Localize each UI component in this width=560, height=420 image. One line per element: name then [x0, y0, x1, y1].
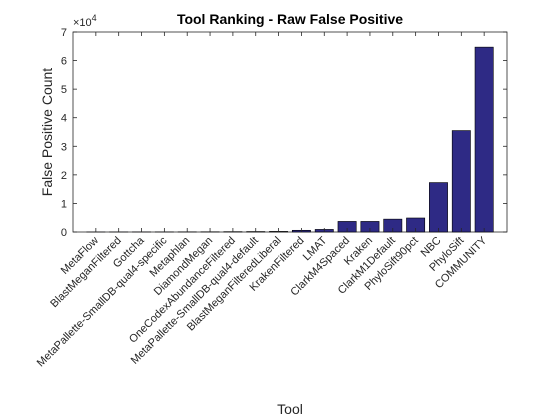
- svg-text:×104: ×104: [73, 13, 97, 29]
- y-axis-label: False Positive Count: [39, 68, 55, 197]
- y-tick-label: 6: [61, 56, 67, 68]
- y-tick-label: 0: [61, 227, 67, 239]
- y-tick-label: 4: [61, 113, 67, 125]
- y-tick-label: 5: [61, 84, 67, 96]
- bar-phylosift: [451, 130, 471, 233]
- x-axis-label: Tool: [277, 401, 303, 417]
- y-tick-label: 2: [61, 170, 67, 182]
- y-axis-ticks: 0 1 2 3 4 5 6 7: [61, 27, 507, 239]
- y-exponent: ×104: [73, 13, 97, 29]
- y-tick-label: 3: [61, 141, 67, 153]
- chart-title: Tool Ranking - Raw False Positive: [177, 11, 403, 27]
- bar-nbc: [429, 182, 448, 233]
- y-tick-label: 7: [61, 27, 67, 39]
- y-tick-label: 1: [61, 198, 67, 210]
- bar-community: [474, 46, 494, 233]
- y-exponent-power: 4: [92, 13, 97, 23]
- y-exponent-base: ×10: [73, 17, 92, 29]
